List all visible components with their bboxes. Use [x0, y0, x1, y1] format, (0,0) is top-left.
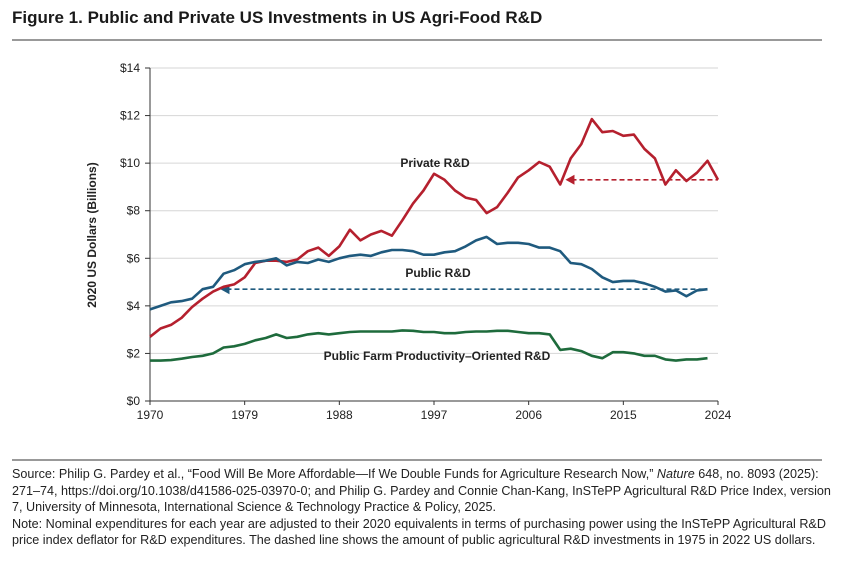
series-label: Public R&D	[405, 266, 471, 280]
series-line	[150, 329, 708, 362]
series-label: Public Farm Productivity–Oriented R&D	[324, 349, 551, 363]
x-tick-label: 1979	[231, 408, 258, 422]
y-tick-label: $12	[120, 109, 140, 123]
series-line	[149, 235, 708, 311]
source-text: 648, no. 8093 (2025): 271–74, https://do…	[12, 467, 831, 514]
reference-arrow	[565, 174, 575, 185]
source-text: Source: Philip G. Pardey et al., “Food W…	[12, 467, 657, 481]
y-tick-label: $4	[127, 299, 141, 313]
y-tick-label: $10	[120, 156, 140, 170]
x-tick-label: 1970	[137, 408, 164, 422]
y-tick-label: $0	[127, 394, 141, 408]
x-tick-label: 1988	[326, 408, 353, 422]
x-tick-label: 2015	[610, 408, 637, 422]
series-label: Private R&D	[400, 156, 470, 170]
x-tick-label: 2006	[515, 408, 542, 422]
source-journal: Nature	[656, 467, 695, 481]
y-tick-label: $2	[127, 346, 141, 360]
y-tick-label: $8	[127, 204, 141, 218]
chart-title: Figure 1. Public and Private US Investme…	[12, 8, 542, 27]
x-tick-label: 1997	[421, 408, 448, 422]
y-tick-label: $14	[120, 61, 140, 75]
series-line	[149, 117, 720, 338]
y-tick-label: $6	[127, 251, 141, 265]
x-tick-label: 2024	[705, 408, 732, 422]
note: Note: Nominal expenditures for each year…	[12, 516, 826, 548]
y-axis-label: 2020 US Dollars (Billions)	[85, 162, 99, 307]
footer: Source: Philip G. Pardey et al., “Food W…	[12, 466, 837, 549]
source: Source: Philip G. Pardey et al., “Food W…	[12, 466, 837, 516]
chart: Figure 1. Public and Private US Investme…	[12, 8, 822, 461]
